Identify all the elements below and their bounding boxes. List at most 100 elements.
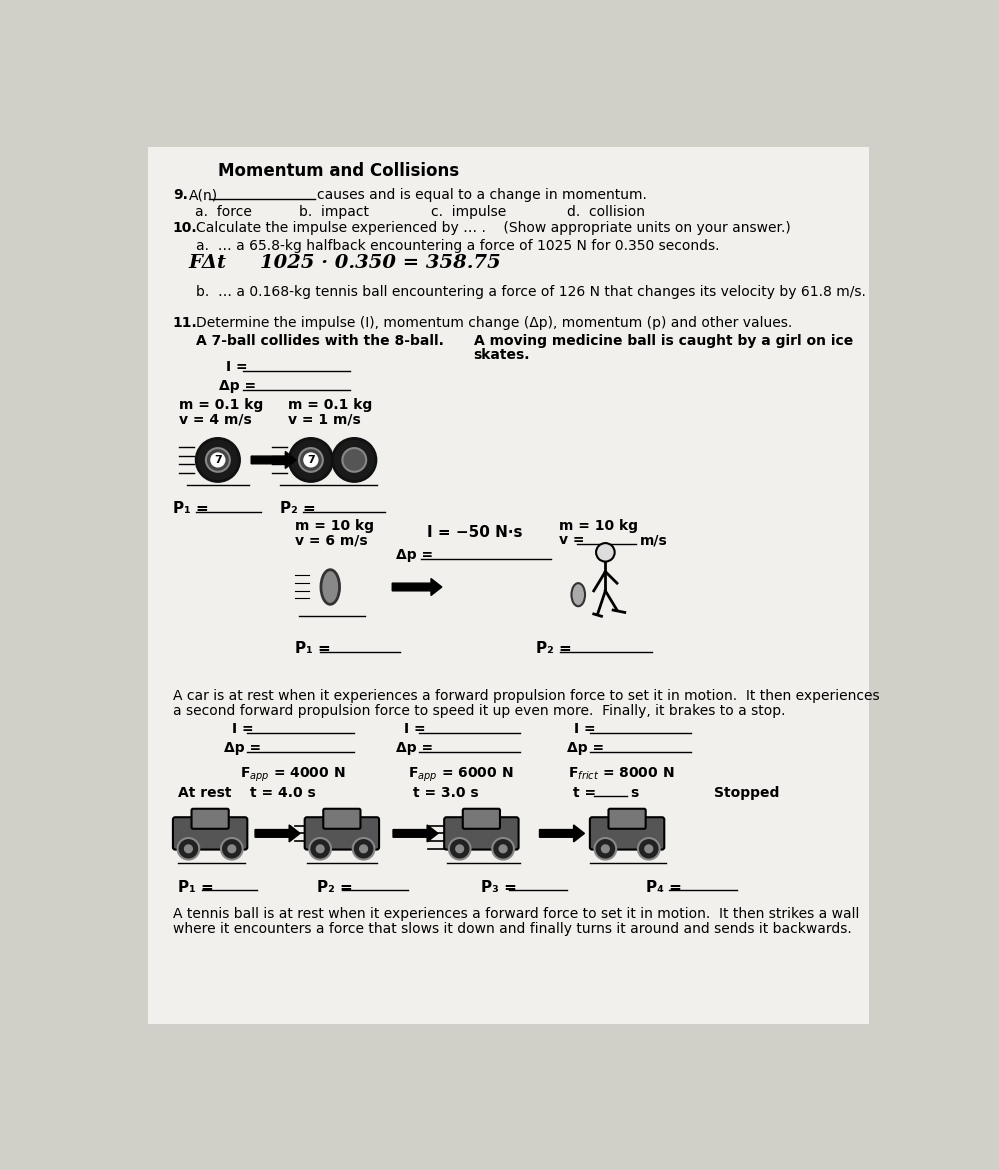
FancyBboxPatch shape — [173, 817, 248, 849]
Circle shape — [456, 845, 464, 853]
Text: a.  … a 65.8-kg halfback encountering a force of 1025 N for 0.350 seconds.: a. … a 65.8-kg halfback encountering a f… — [196, 239, 719, 253]
FancyArrow shape — [539, 825, 584, 842]
Text: At rest: At rest — [178, 786, 231, 799]
Text: t = 4.0 s: t = 4.0 s — [251, 786, 316, 799]
Text: m = 0.1 kg: m = 0.1 kg — [288, 398, 372, 412]
Circle shape — [185, 845, 192, 853]
Text: I =: I = — [232, 722, 254, 736]
Circle shape — [500, 845, 506, 853]
Text: P₁ =: P₁ = — [173, 501, 209, 516]
FancyArrow shape — [251, 452, 296, 468]
FancyBboxPatch shape — [608, 808, 645, 828]
Text: Δp =: Δp = — [220, 379, 257, 393]
Circle shape — [317, 845, 324, 853]
Text: Momentum and Collisions: Momentum and Collisions — [218, 161, 459, 180]
Circle shape — [196, 439, 240, 482]
Text: 7: 7 — [307, 455, 315, 464]
Text: v = 6 m/s: v = 6 m/s — [296, 534, 368, 548]
Circle shape — [493, 838, 513, 860]
Text: F$_{frict}$ = 8000 N: F$_{frict}$ = 8000 N — [568, 765, 674, 782]
Text: P₂ =: P₂ = — [280, 501, 316, 516]
Circle shape — [353, 838, 375, 860]
Text: I = −50 N·s: I = −50 N·s — [428, 525, 522, 541]
Circle shape — [178, 838, 199, 860]
Circle shape — [299, 448, 323, 472]
Text: m = 0.1 kg: m = 0.1 kg — [179, 398, 264, 412]
Text: a second forward propulsion force to speed it up even more.  Finally, it brakes : a second forward propulsion force to spe… — [173, 704, 785, 718]
Circle shape — [449, 838, 471, 860]
Text: Stopped: Stopped — [714, 786, 779, 799]
Text: Determine the impulse (I), momentum change (Δp), momentum (p) and other values.: Determine the impulse (I), momentum chan… — [196, 316, 792, 330]
Text: 1025 · 0.350 = 358.75: 1025 · 0.350 = 358.75 — [261, 254, 501, 273]
Text: 10.: 10. — [173, 221, 198, 235]
Circle shape — [310, 838, 331, 860]
Text: 7: 7 — [214, 455, 222, 464]
Text: A 7-ball collides with the 8-ball.: A 7-ball collides with the 8-ball. — [196, 335, 444, 349]
Text: P₂ =: P₂ = — [317, 880, 353, 895]
Circle shape — [211, 453, 225, 467]
Text: 9.: 9. — [173, 188, 188, 202]
Text: Δp =: Δp = — [566, 741, 603, 755]
Text: F$_{app}$ = 6000 N: F$_{app}$ = 6000 N — [408, 765, 513, 784]
Circle shape — [343, 448, 367, 472]
Text: where it encounters a force that slows it down and finally turns it around and s: where it encounters a force that slows i… — [173, 922, 852, 936]
Text: A(n): A(n) — [189, 188, 218, 202]
FancyBboxPatch shape — [463, 808, 500, 828]
Circle shape — [594, 838, 616, 860]
Text: I =: I = — [226, 360, 247, 374]
Text: P₃ =: P₃ = — [482, 880, 517, 895]
Circle shape — [333, 439, 376, 482]
FancyArrow shape — [393, 578, 442, 596]
Ellipse shape — [321, 570, 340, 605]
FancyArrow shape — [255, 825, 300, 842]
Text: P₄ =: P₄ = — [645, 880, 681, 895]
Text: Calculate the impulse experienced by … .    (Show appropriate units on your answ: Calculate the impulse experienced by … .… — [196, 221, 791, 235]
Text: Δp =: Δp = — [224, 741, 261, 755]
Text: P₂ =: P₂ = — [535, 641, 571, 656]
Text: A tennis ball is at rest when it experiences a forward force to set it in motion: A tennis ball is at rest when it experie… — [173, 907, 859, 921]
Text: m = 10 kg: m = 10 kg — [296, 519, 375, 534]
Text: FΔt: FΔt — [189, 254, 227, 273]
Text: P₁ =: P₁ = — [296, 641, 331, 656]
Text: b.  … a 0.168-kg tennis ball encountering a force of 126 N that changes its velo: b. … a 0.168-kg tennis ball encountering… — [196, 285, 866, 300]
FancyBboxPatch shape — [589, 817, 664, 849]
Circle shape — [228, 845, 236, 853]
Text: Δp =: Δp = — [397, 549, 434, 563]
Text: c.  impulse: c. impulse — [431, 205, 506, 219]
Text: d.  collision: d. collision — [566, 205, 644, 219]
FancyArrow shape — [393, 825, 438, 842]
Text: I =: I = — [574, 722, 596, 736]
FancyBboxPatch shape — [148, 146, 869, 1025]
Circle shape — [596, 543, 614, 562]
Text: m = 10 kg: m = 10 kg — [558, 519, 638, 534]
Text: s: s — [630, 786, 638, 799]
Circle shape — [601, 845, 609, 853]
Ellipse shape — [571, 583, 585, 606]
Circle shape — [289, 439, 333, 482]
Text: P₁ =: P₁ = — [178, 880, 214, 895]
Text: a.  force: a. force — [195, 205, 252, 219]
Circle shape — [304, 453, 318, 467]
Circle shape — [221, 838, 243, 860]
Text: t = 3.0 s: t = 3.0 s — [414, 786, 479, 799]
Text: b.  impact: b. impact — [300, 205, 370, 219]
Text: t =: t = — [572, 786, 596, 799]
Text: A car is at rest when it experiences a forward propulsion force to set it in mot: A car is at rest when it experiences a f… — [173, 689, 879, 703]
Text: v = 1 m/s: v = 1 m/s — [288, 412, 361, 426]
FancyBboxPatch shape — [445, 817, 518, 849]
Text: m/s: m/s — [639, 534, 667, 548]
Text: v = 4 m/s: v = 4 m/s — [179, 412, 252, 426]
Circle shape — [360, 845, 368, 853]
Text: 11.: 11. — [173, 316, 198, 330]
Circle shape — [206, 448, 230, 472]
Circle shape — [645, 845, 652, 853]
Text: I =: I = — [404, 722, 426, 736]
Text: F$_{app}$ = 4000 N: F$_{app}$ = 4000 N — [240, 765, 345, 784]
FancyBboxPatch shape — [324, 808, 361, 828]
Circle shape — [638, 838, 659, 860]
Text: A moving medicine ball is caught by a girl on ice: A moving medicine ball is caught by a gi… — [474, 335, 853, 349]
FancyBboxPatch shape — [305, 817, 379, 849]
FancyBboxPatch shape — [192, 808, 229, 828]
Text: causes and is equal to a change in momentum.: causes and is equal to a change in momen… — [317, 188, 647, 202]
Text: v =: v = — [558, 534, 584, 548]
